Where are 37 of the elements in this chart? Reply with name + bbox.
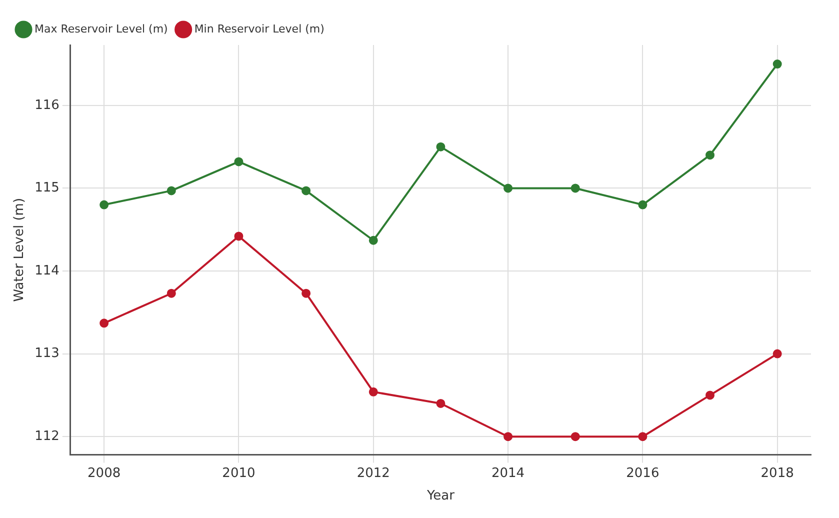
x-tick-label: 2010 — [222, 466, 256, 481]
x-axis-title: Year — [426, 488, 456, 504]
y-tick-label: 113 — [34, 346, 60, 362]
point — [570, 432, 580, 442]
x-tick-label: 2018 — [760, 466, 794, 481]
legend-label: Max Reservoir Level (m) — [34, 22, 168, 36]
point — [436, 142, 446, 152]
y-tick-label: 115 — [34, 180, 60, 196]
y-tick-label: 114 — [34, 263, 60, 278]
point — [166, 186, 176, 196]
point — [166, 288, 176, 298]
x-tick-label: 2012 — [356, 466, 390, 481]
point — [638, 432, 648, 442]
point — [570, 184, 580, 193]
point — [706, 150, 715, 160]
point — [436, 398, 446, 408]
x-tick-label: 2014 — [491, 466, 525, 481]
x-tick-label: 2016 — [626, 466, 660, 481]
y-tick-label: 112 — [34, 428, 60, 444]
y-axis-title: Water Level (m) — [12, 198, 28, 302]
point — [100, 318, 109, 328]
point — [368, 387, 378, 396]
point — [504, 184, 513, 193]
x-tick-label: 2008 — [88, 466, 121, 481]
point — [772, 60, 782, 69]
y-tick-label: 116 — [34, 98, 60, 113]
point — [234, 157, 244, 166]
legend-label: Min Reservoir Level (m) — [194, 22, 324, 36]
point — [504, 432, 513, 442]
point — [706, 390, 715, 400]
point — [302, 186, 311, 196]
point — [234, 232, 244, 241]
point — [772, 349, 782, 358]
point — [368, 236, 378, 245]
point — [302, 288, 311, 298]
point — [638, 200, 648, 210]
point — [100, 200, 109, 210]
